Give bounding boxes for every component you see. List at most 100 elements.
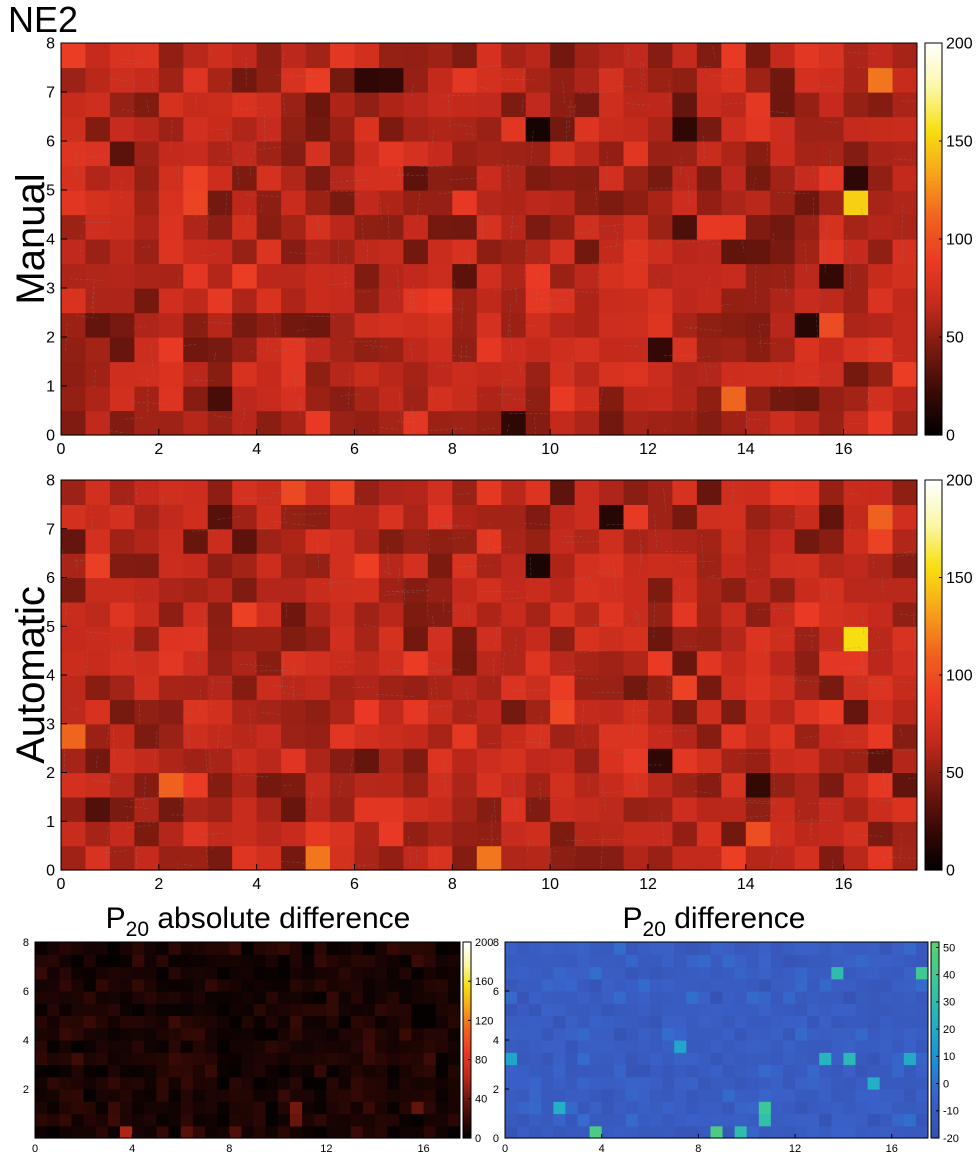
colorbar-step [925,252,942,256]
heatmap-cell [734,954,748,968]
tile-edge [639,529,642,563]
colorbar-step [925,346,942,351]
heatmap-cell [721,67,747,93]
heatmap-cell [427,165,453,191]
colorbar-step [463,1124,471,1128]
heatmap-cell [183,796,209,822]
heatmap-cell [721,504,747,530]
heatmap-cell [843,821,869,847]
colorbar-step [925,509,942,514]
heatmap-cell [277,1113,291,1127]
colorbar-step [925,860,942,865]
heatmap-cell [411,991,425,1004]
heatmap-cell [807,1089,820,1102]
heatmap-cell [647,504,674,530]
heatmap-cell [314,942,328,955]
colorbar-step [931,1079,939,1082]
heatmap-cell [891,1125,905,1139]
heatmap-cell [452,239,478,265]
heatmap-cell [109,845,135,871]
tile-edge [224,744,241,748]
heatmap-cell [217,1089,230,1102]
heatmap-cell [574,772,600,798]
heatmap-cell [61,214,87,240]
heatmap-cell [843,386,869,412]
colorbar-step [925,49,942,54]
heatmap-cell [305,845,331,871]
colorbar-step [925,134,942,139]
heatmap-cell [721,675,747,700]
heatmap-cell [290,1064,303,1078]
heatmap-cell [770,699,796,725]
colorbar-step [925,619,942,624]
tile-edge [93,369,96,389]
heatmap-cell [403,43,429,69]
heatmap-cell [290,942,303,955]
heatmap-cell [217,1003,230,1017]
heatmap-cell [745,337,771,363]
colorbar-step [463,1028,471,1031]
heatmap-cell [710,966,724,980]
heatmap-cell [253,1125,267,1139]
heatmap-cell [770,978,784,992]
tile-edge [663,488,666,512]
heatmap-cell [782,1113,796,1127]
heatmap-cell [232,601,258,627]
colorbar-step [931,1095,939,1098]
colorbar-step [925,294,942,299]
heatmap-cell [868,361,894,387]
heatmap-cell [362,1089,376,1102]
heatmap-cell [427,626,453,652]
heatmap-cell [867,1125,881,1139]
heatmap-cell [574,361,600,387]
heatmap-cell [745,772,771,798]
heatmap-cell [362,1113,376,1127]
heatmap-cell [637,991,651,1004]
heatmap-cell [476,386,502,412]
tile-edge [631,709,653,712]
colorbar-step [931,958,939,961]
heatmap-cell [476,190,502,216]
heatmap-cell [59,966,73,980]
heatmap-cell [696,288,722,314]
heatmap-cell [207,190,233,216]
heatmap-cell [734,1027,748,1041]
heatmap-cell [819,1089,832,1102]
colorbar-step [463,1082,471,1085]
heatmap-cell [330,772,356,798]
heatmap-cell [696,577,722,603]
heatmap-cell [868,239,894,265]
heatmap-cell [770,480,796,505]
heatmap-cell [447,978,460,992]
heatmap-cell [674,1015,687,1029]
heatmap-cell [868,626,894,652]
heatmap-cell [795,942,808,955]
heatmap-cell [662,1125,675,1139]
heatmap-cell [745,699,771,725]
heatmap-cell [120,1064,133,1078]
colorbar-step [463,995,471,999]
colorbar-step [925,65,942,70]
x-tick-label: 12 [639,441,657,458]
colorbar-step [931,971,939,974]
heatmap-cell [183,263,209,289]
heatmap-cell [168,1113,182,1127]
heatmap-cell [427,553,453,579]
tile-edge [871,648,899,652]
colorbar-step [931,1061,939,1064]
tile-edge [854,682,888,684]
tile-edge [534,416,537,436]
heatmap-cell [662,954,675,968]
heatmap-cell [378,601,404,627]
heatmap-cell [156,1064,170,1078]
tile-edge [613,563,617,598]
heatmap-cell [674,1101,687,1115]
heatmap-cell [378,386,404,412]
heatmap-cell [330,288,356,314]
colorbar-tick-label: 100 [946,668,973,685]
heatmap-cell [427,92,453,118]
heatmap-cell [350,1089,364,1102]
heatmap-cell [305,312,331,338]
heatmap-cell [831,1027,844,1041]
